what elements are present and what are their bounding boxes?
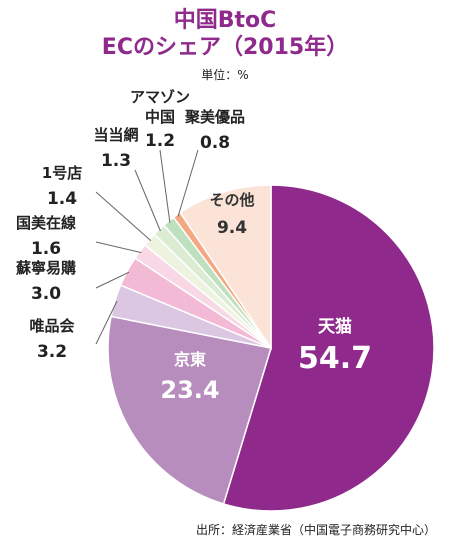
slice-value-3: 3.0 bbox=[31, 284, 61, 304]
source-note: 出所：経済産業省（中国電子商務研究中心） bbox=[195, 523, 436, 537]
slice-label-9: その他 bbox=[209, 191, 254, 209]
unit-label: 単位：% bbox=[201, 68, 249, 82]
leader-line-4 bbox=[95, 241, 142, 254]
slice-value-1: 23.4 bbox=[160, 376, 219, 404]
slice-label-8: 聚美優品 bbox=[184, 108, 245, 126]
slice-label-5: 1号店 bbox=[42, 164, 82, 182]
slice-value-6: 1.3 bbox=[101, 151, 131, 171]
slice-value-0: 54.7 bbox=[298, 341, 372, 376]
slice-value-2: 3.2 bbox=[37, 342, 67, 362]
leader-line-2 bbox=[95, 300, 118, 345]
chart-title: 中国BtoC bbox=[173, 8, 277, 33]
leader-line-6 bbox=[134, 169, 161, 232]
pie-slice-0 bbox=[222, 184, 435, 512]
leader-line-8 bbox=[177, 149, 199, 217]
slice-label-1: 京東 bbox=[174, 350, 206, 369]
slice-label-0: 天猫 bbox=[318, 316, 352, 337]
slice-label-3: 蘇寧易購 bbox=[15, 259, 76, 277]
slice-value-9: 9.4 bbox=[217, 218, 247, 238]
pie-slice-1 bbox=[107, 315, 272, 505]
slice-value-4: 1.6 bbox=[31, 239, 61, 259]
slice-value-5: 1.4 bbox=[47, 189, 77, 209]
chart-subtitle: ECのシェア（2015年） bbox=[101, 35, 349, 60]
slice-label-2: 唯品会 bbox=[29, 317, 74, 335]
slice-value-7: 1.2 bbox=[145, 131, 175, 151]
slice-label-4: 国美在線 bbox=[16, 214, 76, 232]
slice-value-8: 0.8 bbox=[200, 133, 230, 153]
slice-label-7: アマゾン中国 bbox=[130, 88, 190, 126]
leader-line-7 bbox=[159, 149, 171, 223]
pie-slice-9 bbox=[179, 184, 272, 351]
leader-line-3 bbox=[95, 271, 130, 289]
leader-line-5 bbox=[95, 191, 152, 242]
slice-label-6: 当当網 bbox=[93, 126, 138, 144]
